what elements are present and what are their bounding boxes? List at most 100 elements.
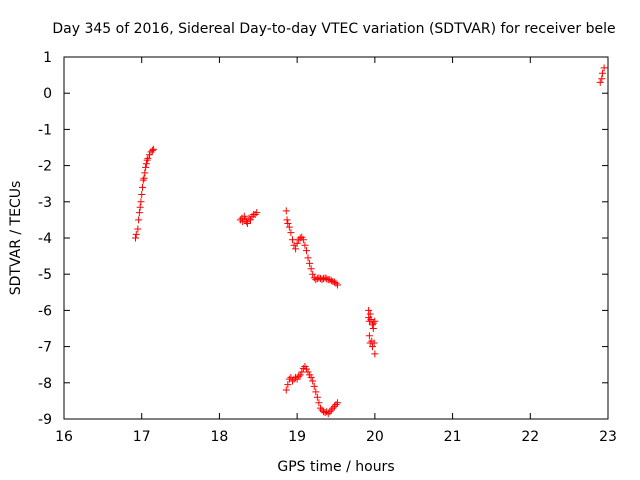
data-point (282, 207, 290, 215)
data-point (253, 209, 261, 217)
data-point (323, 275, 331, 283)
data-point (371, 317, 379, 325)
y-tick-label: -6 (38, 303, 52, 319)
data-point (292, 373, 300, 381)
data-point (302, 247, 310, 255)
y-tick-label: -2 (38, 159, 52, 175)
data-point (309, 270, 317, 278)
data-point (296, 234, 304, 242)
data-point (304, 368, 312, 376)
y-tick-label: -9 (38, 412, 52, 428)
data-point (135, 209, 143, 217)
y-tick-label: -3 (38, 195, 52, 211)
data-point (240, 212, 248, 220)
data-point (142, 160, 150, 168)
data-point (282, 386, 290, 394)
data-point (598, 75, 606, 83)
data-point (301, 241, 309, 249)
chart-title: Day 345 of 2016, Sidereal Day-to-day VTE… (52, 21, 615, 37)
data-point (132, 230, 140, 238)
x-tick-label: 17 (133, 429, 151, 445)
data-point (243, 218, 251, 226)
data-point (327, 277, 335, 285)
data-point (283, 216, 291, 224)
x-tick-label: 21 (444, 429, 462, 445)
data-point (145, 151, 153, 159)
data-point (599, 69, 607, 77)
data-point (149, 145, 157, 153)
data-point (600, 64, 608, 72)
data-points (131, 64, 608, 418)
data-point (299, 364, 307, 372)
data-point (326, 408, 334, 416)
data-point (136, 203, 144, 211)
data-point (369, 321, 377, 329)
y-tick-label: -4 (38, 231, 52, 247)
data-point (330, 278, 338, 286)
data-point (309, 377, 317, 385)
data-point (290, 241, 298, 249)
y-tick-label: -5 (38, 267, 52, 283)
data-point (307, 373, 315, 381)
data-point (596, 78, 604, 86)
x-axis-label: GPS time / hours (277, 459, 394, 475)
data-point (329, 277, 337, 285)
y-axis-label: SDTVAR / TECUs (8, 181, 24, 296)
data-point (138, 183, 146, 191)
y-tick-label: -1 (38, 122, 52, 138)
data-point (293, 375, 301, 383)
data-point (369, 343, 377, 351)
data-point (365, 332, 373, 340)
data-point (370, 339, 378, 347)
y-tick-label: -8 (38, 376, 52, 392)
data-point (285, 223, 293, 231)
data-point (288, 377, 296, 385)
data-point (321, 408, 329, 416)
data-point (248, 212, 256, 220)
plot-frame (63, 56, 609, 420)
data-point (307, 265, 315, 273)
x-tick-label: 19 (288, 429, 306, 445)
data-point (298, 368, 306, 376)
x-tick-label: 22 (521, 429, 539, 445)
data-point (134, 225, 142, 233)
data-point (284, 220, 292, 228)
data-point (293, 239, 301, 247)
data-point (138, 191, 146, 199)
data-point (295, 372, 303, 380)
data-point (296, 371, 304, 379)
y-tick-label: 0 (43, 86, 52, 102)
data-point (247, 216, 255, 224)
data-point (288, 236, 296, 244)
data-point (334, 399, 342, 407)
data-point (312, 276, 320, 284)
y-axis-ticks: 1 0 -1 -2 -3 -4 -5 -6 -7 -8 -9 (38, 50, 608, 428)
data-point (140, 174, 148, 182)
data-point (144, 154, 152, 162)
data-point (365, 306, 373, 314)
data-point (371, 350, 379, 358)
data-point (334, 281, 342, 289)
data-point (327, 406, 335, 414)
data-point (318, 276, 326, 284)
data-point (139, 176, 147, 184)
data-point (131, 234, 139, 242)
data-point (141, 169, 149, 177)
data-point (326, 276, 334, 284)
data-point (315, 399, 323, 407)
data-point (304, 254, 312, 262)
data-point (302, 365, 310, 373)
x-tick-label: 16 (55, 429, 73, 445)
data-point (324, 410, 332, 418)
data-point (315, 274, 323, 282)
data-point (287, 229, 295, 237)
data-point (316, 404, 324, 412)
x-axis-ticks: 16 17 18 19 20 21 22 23 (55, 57, 617, 445)
data-point (330, 402, 338, 410)
data-point (243, 220, 251, 228)
x-tick-label: 23 (599, 429, 617, 445)
data-point (143, 156, 151, 164)
data-point (306, 259, 314, 267)
data-point (135, 216, 143, 224)
